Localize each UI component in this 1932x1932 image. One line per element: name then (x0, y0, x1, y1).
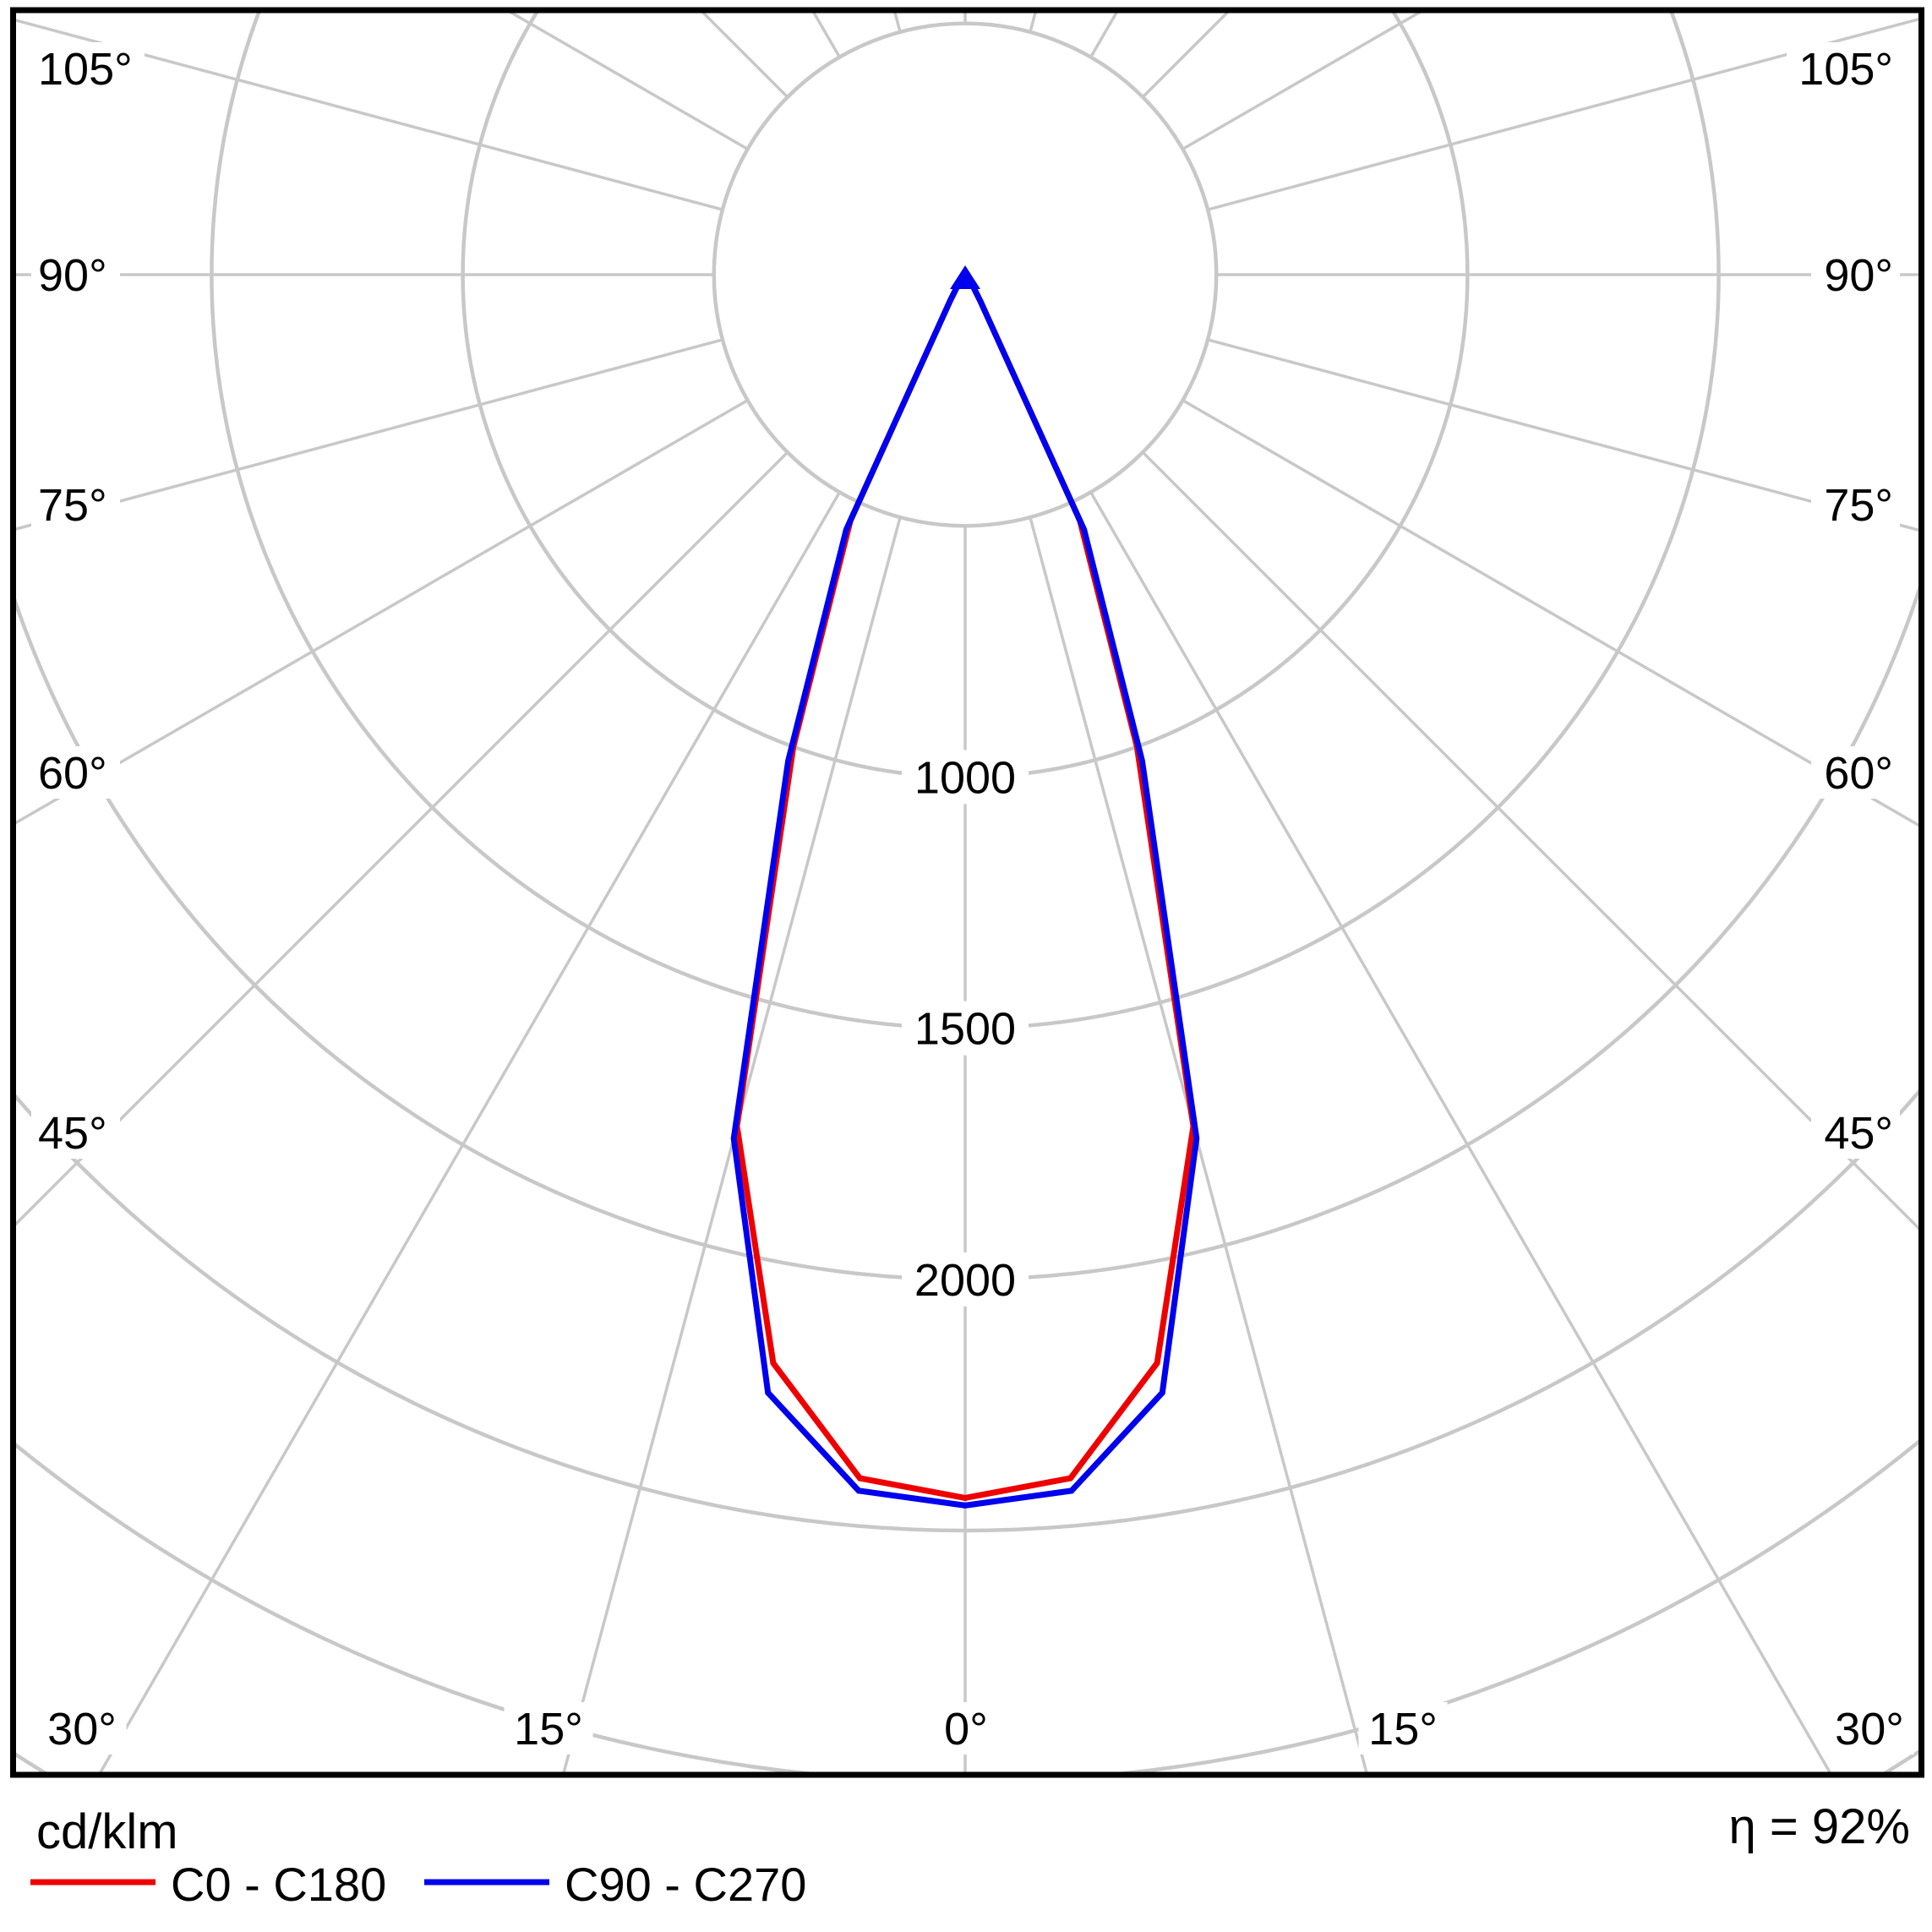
angle-label-left-45-backing (31, 1106, 120, 1159)
unit-label: cd/klm (36, 1804, 178, 1859)
angle-label-bottom-1: 15° (514, 1704, 583, 1755)
angle-label-bottom-0: 30° (47, 1704, 117, 1755)
angle-label-bottom-2: 0° (944, 1704, 988, 1755)
grid-radial-60-right (1182, 399, 1918, 827)
grid-radial-45-right (1141, 450, 1918, 1231)
grid-radial-45-left (16, 450, 789, 1226)
grid-radial-30-left (99, 491, 841, 1772)
angle-label-right-75-backing (1811, 478, 1900, 531)
angle-label-left-105: 105° (38, 44, 133, 95)
plot-frame (10, 7, 1924, 1778)
grid-radial-75-right (1207, 338, 1918, 532)
angle-label-right-45: 45° (1824, 1108, 1893, 1159)
angle-label-left-105-backing (31, 42, 145, 95)
legend-label-c90-c270: C90 - C270 (565, 1858, 806, 1911)
angle-label-bottom-0-backing (37, 1702, 127, 1755)
angle-label-bottom-4-backing (1825, 1702, 1914, 1755)
angle-label-bottom-4: 30° (1835, 1704, 1904, 1755)
grid-radial-105-left (16, 19, 723, 211)
angle-label-right-105: 105° (1798, 44, 1893, 95)
angle-label-right-90-backing (1811, 248, 1900, 301)
grid-radial-15-left (562, 516, 902, 1772)
angle-label-right-75: 75° (1824, 480, 1893, 531)
legend: C0 - C180 C90 - C270 (30, 1858, 806, 1911)
angle-label-right-90: 90° (1824, 250, 1893, 301)
angle-label-left-75: 75° (38, 480, 107, 531)
angle-label-left-60-backing (31, 746, 120, 799)
ring-label-2000: 2000 (914, 1255, 1016, 1306)
grid-radial-30-right (1089, 491, 1831, 1772)
grid-radial-75-left (16, 338, 723, 531)
ring-label-1500: 1500 (914, 1004, 1016, 1055)
angle-label-left-60: 60° (38, 748, 107, 799)
ring-label-backing (902, 1001, 1029, 1056)
intensity-curves (730, 265, 1200, 1509)
angle-label-left-90-backing (31, 248, 120, 301)
angle-label-bottom-3-backing (1358, 1702, 1448, 1755)
grid-radial-15-right (1029, 516, 1368, 1772)
angle-label-left-45: 45° (38, 1108, 107, 1159)
beam-axis-arrow-icon (950, 265, 980, 289)
angle-label-left-90: 90° (38, 250, 107, 301)
grid-radial-60-left (16, 399, 749, 825)
legend-label-c0-c180: C0 - C180 (171, 1858, 386, 1911)
ring-label-1000: 1000 (914, 752, 1016, 803)
angle-label-right-60-backing (1811, 746, 1900, 799)
angle-label-right-105-backing (1787, 42, 1900, 95)
angle-label-left-75-backing (31, 478, 120, 531)
ring-label-backing (902, 1252, 1029, 1307)
grid-radial-105-right (1207, 17, 1918, 211)
angle-label-bottom-1-backing (504, 1702, 593, 1755)
angle-label-right-60: 60° (1824, 748, 1893, 799)
ring-label-backing (902, 750, 1029, 805)
angle-label-bottom-2-backing (934, 1702, 998, 1755)
angle-label-bottom-3: 15° (1368, 1704, 1438, 1755)
angle-label-right-45-backing (1811, 1106, 1900, 1159)
efficiency-label: η = 92% (1729, 1799, 1910, 1854)
